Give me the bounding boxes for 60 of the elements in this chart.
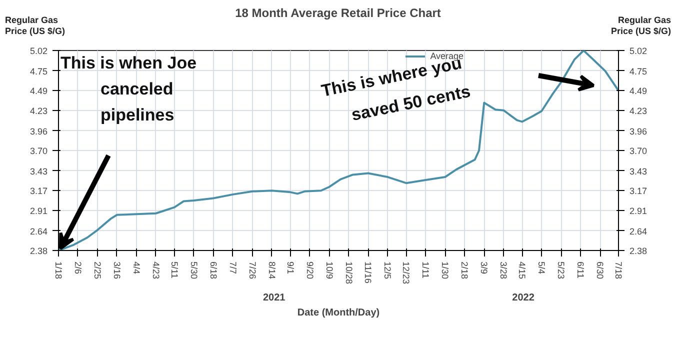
y2-tick-label: 3.17: [630, 186, 648, 196]
x-tick-label: 5/4: [536, 262, 547, 274]
x-tick-label: 5/23: [556, 262, 566, 280]
x-tick-label: 2/18: [460, 262, 470, 280]
x-tick-label: 9/20: [304, 262, 315, 280]
x-tick-label: 2/6: [72, 262, 83, 274]
y2-tick-label: 2.91: [630, 206, 648, 216]
y2-tick-label: 4.23: [630, 106, 648, 116]
x-tick-label: 5/11: [169, 262, 180, 278]
x-tick-label: 3/16: [112, 262, 122, 280]
y2-tick-label: 4.49: [630, 86, 648, 96]
x-tick-label: 4/15: [517, 262, 528, 280]
text: 2022: [512, 292, 535, 304]
y-tick-label: 4.49: [30, 86, 48, 96]
x-tick-label: 7/18: [614, 262, 624, 280]
y2-tick-label: 3.96: [630, 126, 648, 136]
x-tick-label: 1/11: [420, 262, 431, 278]
y-tick-label: 5.02: [30, 46, 48, 56]
x-tick-label: 7/26: [247, 262, 258, 280]
x-tick-label: 3/28: [498, 262, 509, 280]
x-tick-label: 1/18: [54, 262, 64, 280]
y2-tick-label: 3.43: [630, 166, 648, 176]
y-tick-label: 3.96: [30, 126, 48, 136]
x-tick-label: 6/30: [595, 262, 606, 280]
x-axis-title: Date (Month/Day): [297, 308, 380, 318]
y2-tick-label: 2.38: [630, 246, 648, 256]
y2-tick-label: 2.64: [630, 226, 648, 236]
legend-label: Average: [430, 51, 464, 61]
x-tick-label: 9/1: [285, 262, 296, 274]
x-tick-label: 7/7: [228, 262, 238, 274]
y-tick-label: 4.23: [30, 106, 48, 116]
text: 2021: [262, 292, 286, 304]
x-tick-label: 6/18: [208, 262, 218, 280]
y-tick-label: 2.64: [30, 226, 48, 236]
x-tick-label: 4/23: [150, 262, 161, 280]
x-tick-label: 11/16: [363, 262, 374, 284]
y-tick-label: 3.17: [30, 186, 48, 196]
annotation: This is when Joe canceled pipelines: [60, 54, 197, 124]
y2-tick-label: 3.70: [630, 146, 648, 156]
x-tick-label: 12/23: [401, 262, 412, 284]
x-tick-label: 10/9: [324, 262, 334, 280]
y-tick-label: 3.70: [30, 146, 48, 156]
x-tick-label: 12/5: [382, 262, 393, 280]
x-tick-label: 10/28: [344, 262, 354, 284]
y-tick-label: 4.75: [30, 66, 48, 76]
x-tick-label: 4/4: [131, 262, 142, 274]
x-tick-label: 5/30: [188, 262, 199, 280]
chart-title: 18 Month Average Retail Price Chart: [234, 5, 442, 22]
y2-axis-title: Regular Gas Price (US $/G): [610, 14, 671, 37]
y-tick-label: 3.43: [30, 166, 48, 176]
x-tick-label: 6/11: [576, 262, 586, 278]
x-tick-label: 8/14: [266, 262, 277, 280]
y-tick-label: 2.91: [30, 206, 48, 216]
x-tick-label: 1/30: [440, 262, 450, 280]
y2-tick-label: 4.75: [630, 66, 648, 76]
y-axis-title: Regular Gas Price (US $/G): [5, 14, 66, 37]
y2-tick-label: 5.02: [630, 46, 648, 56]
y-tick-label: 2.38: [30, 246, 48, 256]
x-tick-label: 3/9: [479, 262, 490, 274]
x-tick-label: 2/25: [92, 262, 102, 280]
